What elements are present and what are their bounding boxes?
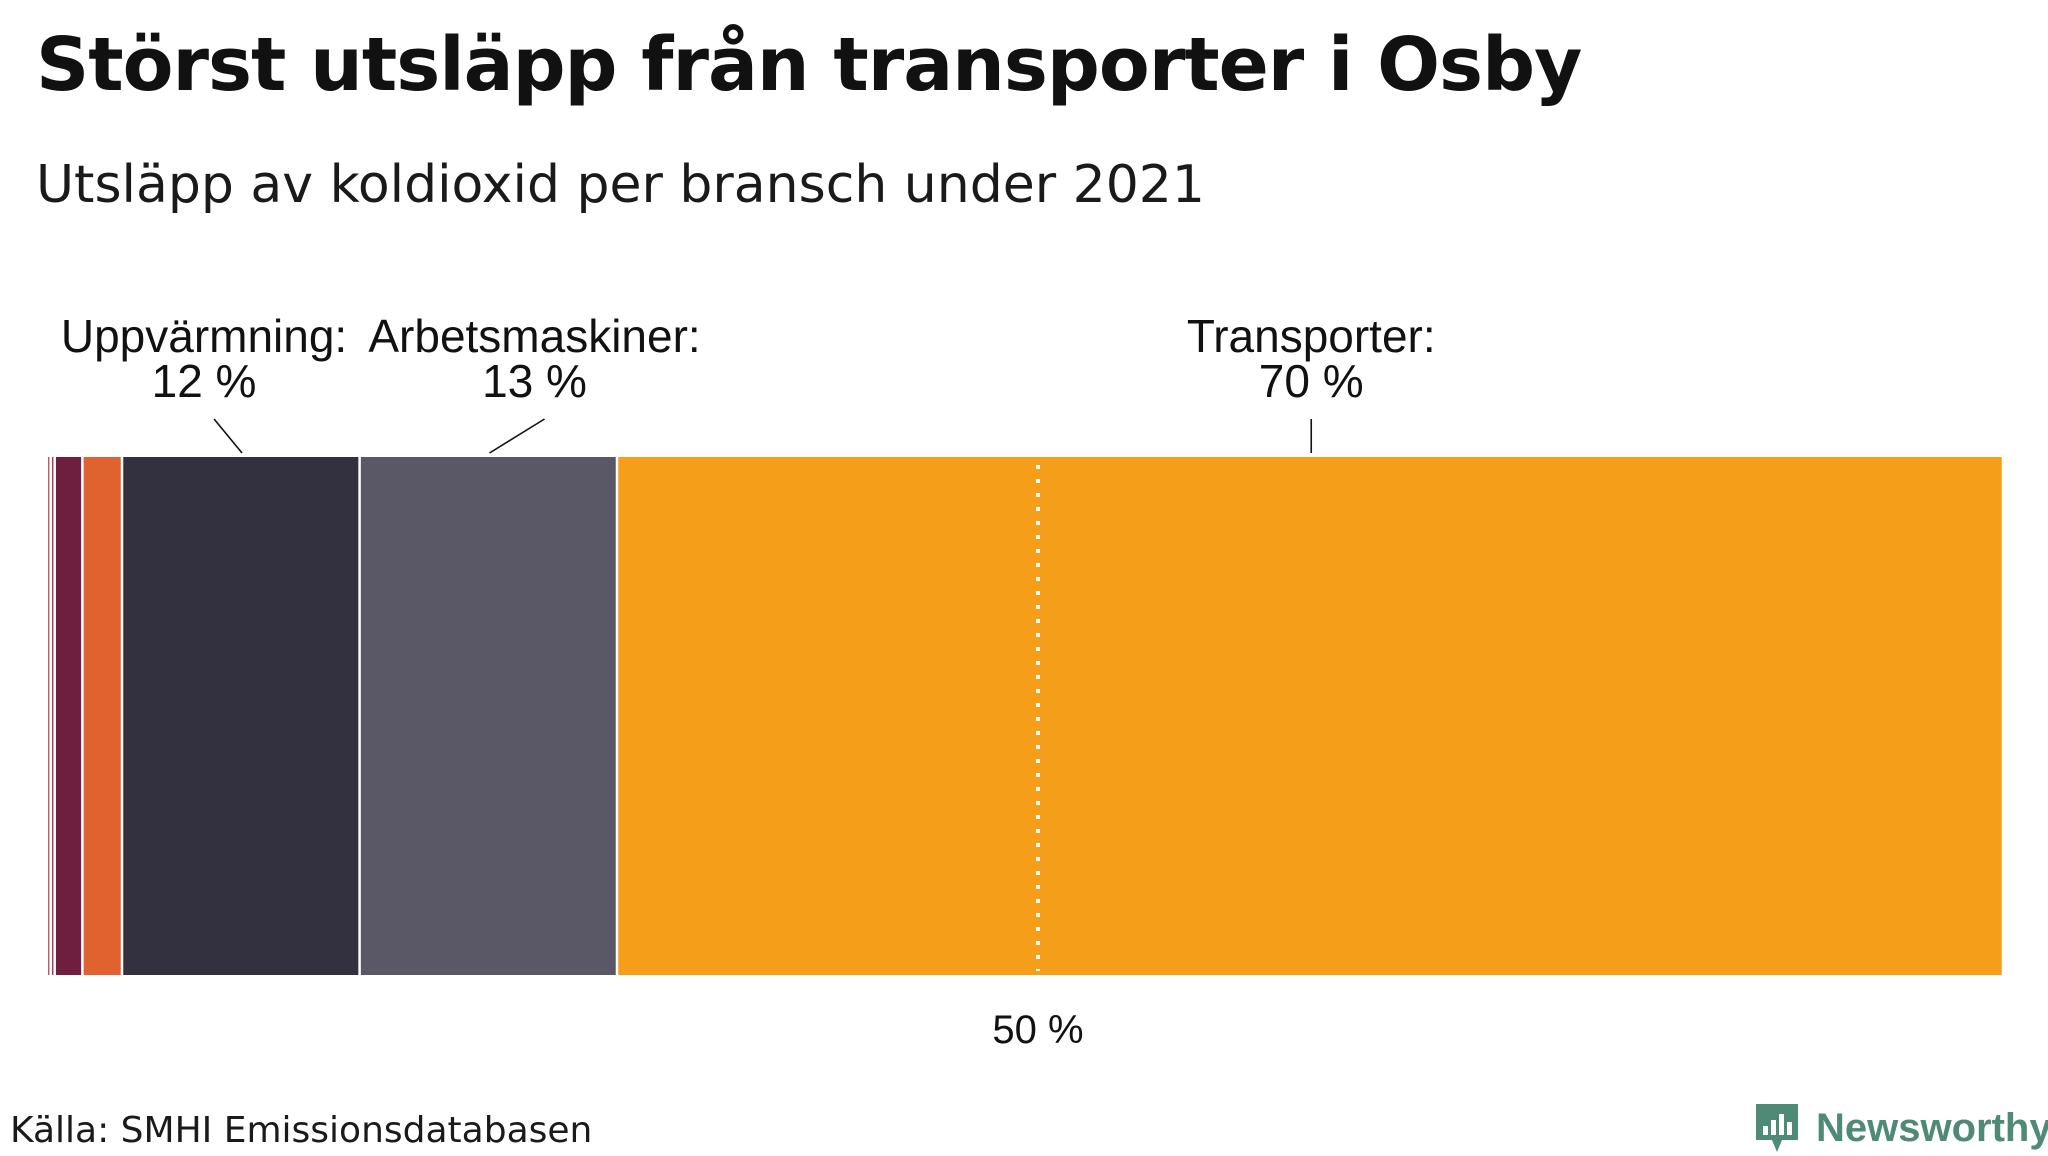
newsworthy-logo-icon [1756, 1104, 1798, 1152]
segment-labels: Uppvärmning:12 % Arbetsmaskiner:13 % Trans… [61, 310, 1436, 454]
bar-segment-transporter [618, 457, 2002, 975]
leader-line-arbetsmaskiner [489, 418, 545, 454]
segment-label-uppvärmning: Uppvärmning: [61, 310, 347, 362]
brand-logo: Newsworthy [1752, 1100, 2048, 1156]
bar-segment-minor-1 [51, 457, 54, 975]
reference-line-group: 50 % [992, 465, 1084, 1052]
stacked-bar-chart: 50 % Uppvärmning:12 % Arbetsmaskiner:13 %… [48, 310, 2002, 1052]
bar-segments [48, 457, 2002, 975]
segment-value-uppvärmning: 12 % [152, 355, 257, 407]
bar-segment-uppvärmning [123, 457, 359, 975]
chart-subtitle: Utsläpp av koldioxid per bransch under 2… [36, 155, 1205, 215]
segment-value-transporter: 70 % [1259, 355, 1364, 407]
segment-label-arbetsmaskiner: Arbetsmaskiner: [368, 310, 700, 362]
bar-segment-minor-2 [55, 457, 82, 975]
brand-name: Newsworthy [1816, 1105, 2048, 1150]
source-note: Källa: SMHI Emissionsdatabasen [10, 1110, 593, 1151]
bar-segment-arbetsmaskiner [360, 457, 616, 975]
bar-segment-minor-3 [83, 457, 121, 975]
segment-value-arbetsmaskiner: 13 % [482, 355, 587, 407]
chart-title: Störst utsläpp från transporter i Osby [36, 22, 1582, 108]
reference-line-label: 50 % [992, 1008, 1083, 1052]
bar-segment-minor-0 [48, 457, 50, 975]
segment-label-transporter: Transporter: [1187, 310, 1436, 362]
leader-line-uppvärmning [213, 418, 243, 454]
